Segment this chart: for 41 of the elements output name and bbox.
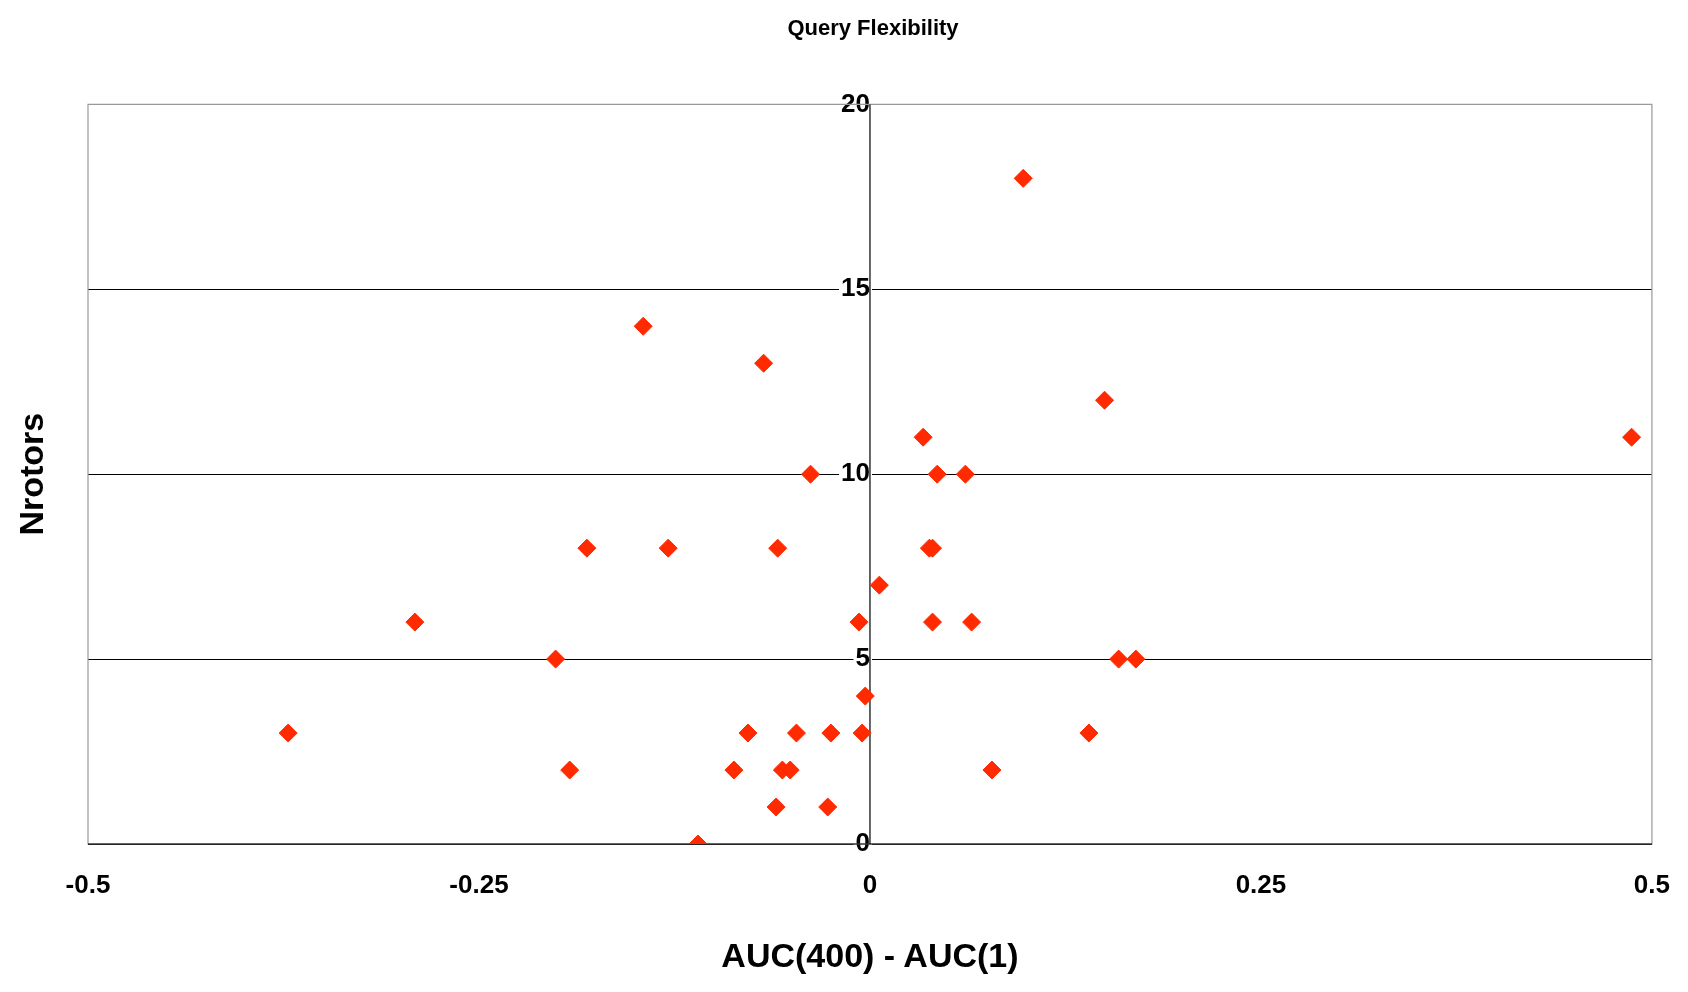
point <box>955 464 975 484</box>
point <box>927 464 947 484</box>
point <box>754 353 774 373</box>
point <box>577 538 597 558</box>
x-tick-label: -0.25 <box>449 868 509 899</box>
point <box>818 797 838 817</box>
point <box>405 612 425 632</box>
point <box>766 797 786 817</box>
x-tick-label: -0.5 <box>65 868 111 899</box>
point <box>768 538 788 558</box>
point <box>1095 390 1115 410</box>
point <box>801 464 821 484</box>
point <box>1013 168 1033 188</box>
point <box>560 760 580 780</box>
x-tick-label: 0.25 <box>1235 868 1287 899</box>
point <box>982 760 1002 780</box>
point <box>786 723 806 743</box>
point <box>1109 649 1129 669</box>
y-tick-label: 10 <box>841 457 870 488</box>
y-tick-label: 20 <box>841 87 870 118</box>
point <box>849 612 869 632</box>
chart-title: Query Flexibility <box>787 15 960 41</box>
point <box>738 723 758 743</box>
point <box>821 723 841 743</box>
point <box>913 427 933 447</box>
point <box>724 760 744 780</box>
point <box>855 686 875 706</box>
y-axis-title: Nrotors <box>12 412 51 536</box>
point <box>658 538 678 558</box>
point <box>1126 649 1146 669</box>
point <box>1622 427 1642 447</box>
point <box>1079 723 1099 743</box>
point <box>962 612 982 632</box>
point <box>852 723 872 743</box>
point <box>869 575 889 595</box>
x-axis-title: AUC(400) - AUC(1) <box>721 935 1019 974</box>
x-tick-label: 0.5 <box>1633 868 1671 899</box>
point <box>633 316 653 336</box>
point <box>546 649 566 669</box>
point <box>278 723 298 743</box>
point <box>923 612 943 632</box>
